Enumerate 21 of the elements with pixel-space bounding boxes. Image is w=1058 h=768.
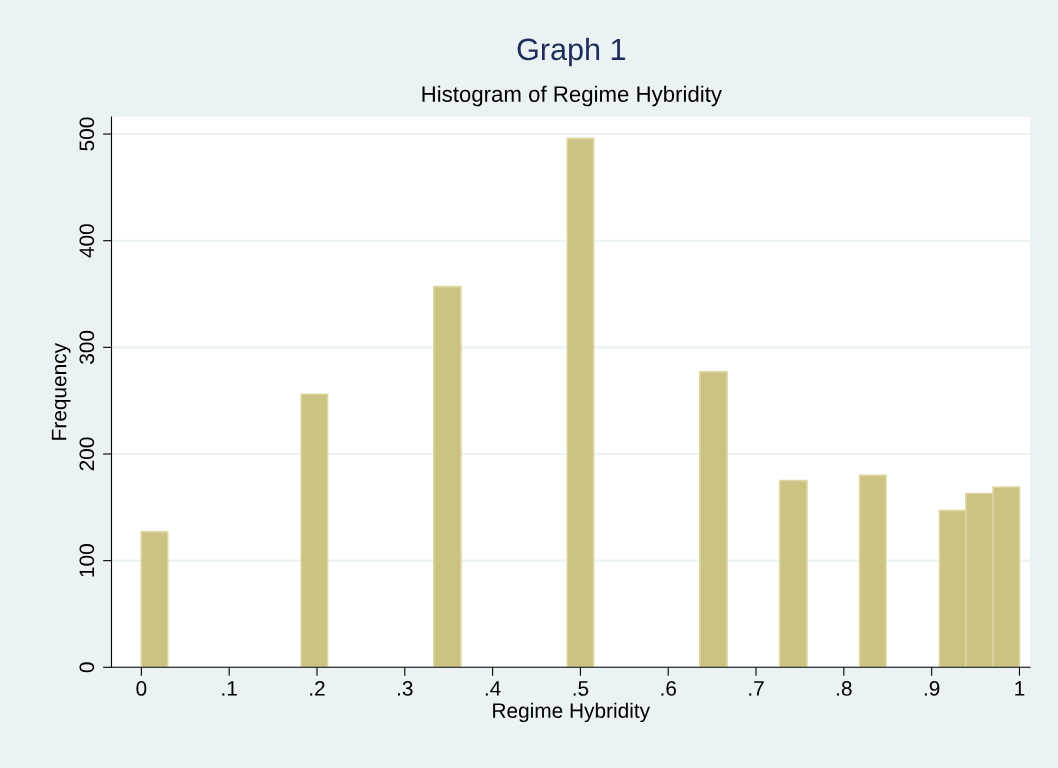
x-tick-label: .1: [222, 681, 237, 696]
x-tick-label: .8: [837, 681, 852, 696]
x-tick-label: .9: [924, 681, 940, 696]
x-tick-label: .7: [749, 681, 764, 696]
chart-subtitle: Histogram of Regime Hybridity: [422, 85, 722, 107]
x-tick-label: .2: [310, 681, 325, 696]
x-tick-label: 0: [136, 681, 147, 696]
y-axis-title: Frequency: [51, 342, 71, 440]
y-tick-label: 300: [79, 330, 95, 364]
x-tick-label: .4: [485, 681, 501, 696]
chart-title: Graph 1: [517, 37, 626, 67]
y-tick-label: 200: [79, 437, 95, 471]
x-tick-label: .3: [398, 681, 413, 696]
y-tick-label: 100: [79, 544, 95, 577]
y-tick-label: 400: [79, 224, 95, 258]
x-tick-label: 1: [1015, 681, 1025, 696]
x-tick-label: .6: [661, 681, 676, 696]
x-axis-title: Regime Hybridity: [493, 702, 651, 723]
x-tick-label: .5: [573, 681, 589, 696]
y-tick-label: 0: [79, 662, 95, 673]
y-tick-label: 500: [79, 117, 95, 151]
